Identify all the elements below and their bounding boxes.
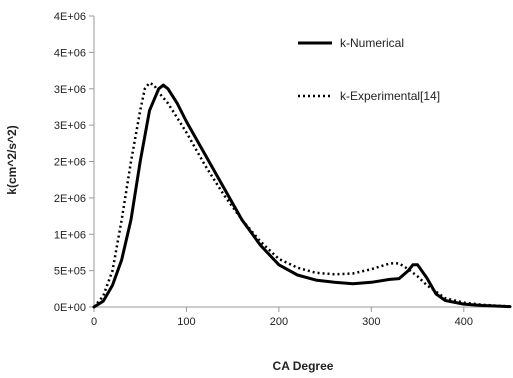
x-tick-label: 0 (91, 316, 97, 328)
x-axis-title: CA Degree (273, 359, 334, 373)
y-tick-label: 0E+00 (54, 302, 86, 314)
y-tick-label: 3E+06 (54, 84, 86, 96)
y-tick-label: 2E+06 (54, 157, 86, 169)
x-tick-label: 300 (362, 316, 380, 328)
x-tick-label: 200 (270, 316, 288, 328)
x-tick-label: 400 (455, 316, 473, 328)
y-tick-labels: 0E+00 5E+05 1E+06 2E+06 2E+06 3E+06 3E+06 4E+06… (54, 11, 86, 314)
y-tick-label: 2E+06 (54, 193, 86, 205)
y-axis-title: k(cm^2/s^2) (5, 125, 19, 194)
axes (89, 15, 510, 312)
y-tick-label: 5E+05 (54, 266, 86, 278)
y-tick-label: 1E+06 (54, 229, 86, 241)
legend-label-numerical: k-Numerical (340, 36, 404, 50)
legend-label-experimental: k-Experimental[14] (340, 89, 440, 103)
x-tick-label: 100 (177, 316, 195, 328)
x-tick-labels: 0 100 200 300 400 (91, 316, 473, 328)
legend: k-Numerical k-Experimental[14] (298, 36, 440, 103)
series-lines (92, 81, 512, 309)
y-tick-label: 3E+06 (54, 120, 86, 132)
y-tick-label: 4E+06 (54, 47, 86, 59)
series-line-experimental (93, 81, 511, 308)
y-tick-label: 4E+06 (54, 11, 86, 23)
series-line-numerical (92, 83, 512, 309)
